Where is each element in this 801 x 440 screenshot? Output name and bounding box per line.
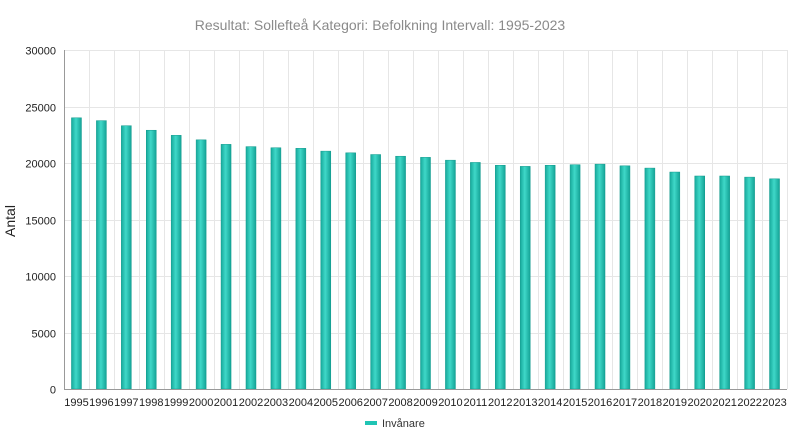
x-tick-label: 2003 [264, 397, 288, 409]
bar[interactable] [195, 139, 207, 390]
bar[interactable] [245, 146, 257, 390]
y-tick-label: 20000 [25, 159, 56, 171]
chart-title: Resultat: Sollefteå Kategori: Befolkning… [195, 17, 566, 33]
x-tick-label: 1998 [139, 397, 163, 409]
x-tick-label: 2009 [413, 397, 437, 409]
bar[interactable] [669, 171, 681, 390]
x-tick-label: 2000 [189, 397, 213, 409]
bar[interactable] [170, 135, 182, 390]
x-tick-label: 2020 [687, 397, 711, 409]
x-tick-label: 2018 [638, 397, 662, 409]
bar[interactable] [96, 120, 107, 390]
x-tick-label: 2016 [588, 397, 612, 409]
bar[interactable] [270, 147, 282, 390]
x-tick-label: 2012 [488, 397, 512, 409]
bar-series [71, 117, 780, 390]
y-tick-label: 10000 [25, 272, 56, 284]
y-tick-label: 5000 [32, 329, 56, 341]
x-tick-label: 1996 [89, 397, 113, 409]
x-tick-label: 2013 [513, 397, 537, 409]
bar[interactable] [594, 163, 606, 390]
bar[interactable] [495, 165, 506, 390]
bar[interactable] [519, 166, 531, 390]
x-tick-label: 2001 [214, 397, 238, 409]
bar[interactable] [295, 148, 307, 390]
x-tick-label: 1997 [114, 397, 138, 409]
legend-swatch [365, 421, 377, 425]
bar[interactable] [220, 144, 232, 390]
x-tick-label: 2019 [663, 397, 687, 409]
x-tick-label: 2006 [338, 397, 362, 409]
x-tick-label: 1995 [64, 397, 88, 409]
bar[interactable] [644, 167, 656, 390]
y-tick-label: 30000 [25, 46, 56, 58]
y-tick-label: 25000 [25, 103, 56, 115]
bar[interactable] [719, 175, 730, 390]
bar[interactable] [370, 154, 381, 390]
x-tick-label: 2011 [464, 397, 488, 409]
y-tick-label: 0 [50, 385, 56, 397]
bar[interactable] [320, 150, 332, 390]
grid [64, 50, 788, 390]
y-tick-label: 15000 [25, 216, 56, 228]
bar[interactable] [619, 165, 631, 390]
x-tick-label: 2023 [762, 397, 786, 409]
legend[interactable]: Invånare [365, 418, 425, 430]
x-tick-label: 2014 [538, 397, 562, 409]
bar[interactable] [694, 175, 705, 390]
bar[interactable] [420, 157, 431, 390]
legend-label: Invånare [382, 418, 425, 430]
bar[interactable] [744, 176, 755, 390]
bar[interactable] [146, 129, 157, 390]
x-tick-label: 2005 [314, 397, 338, 409]
x-tick-label: 2022 [737, 397, 761, 409]
bar[interactable] [71, 117, 82, 390]
y-axis-label: Antal [2, 205, 18, 237]
x-tick-label: 2004 [289, 397, 313, 409]
x-tick-label: 2021 [712, 397, 736, 409]
bar[interactable] [395, 155, 406, 390]
x-tick-label: 2010 [438, 397, 462, 409]
x-tick-label: 2008 [388, 397, 412, 409]
x-tick-label: 2007 [363, 397, 387, 409]
bar[interactable] [470, 162, 481, 390]
x-tick-label: 1999 [164, 397, 188, 409]
bar[interactable] [769, 178, 780, 390]
bar[interactable] [544, 165, 556, 390]
x-tick-label: 2017 [613, 397, 637, 409]
x-tick-label: 2002 [239, 397, 263, 409]
bar[interactable] [445, 159, 456, 390]
x-tick-label: 2015 [563, 397, 587, 409]
bar[interactable] [569, 164, 581, 390]
bar[interactable] [345, 152, 356, 390]
bar[interactable] [121, 125, 132, 390]
